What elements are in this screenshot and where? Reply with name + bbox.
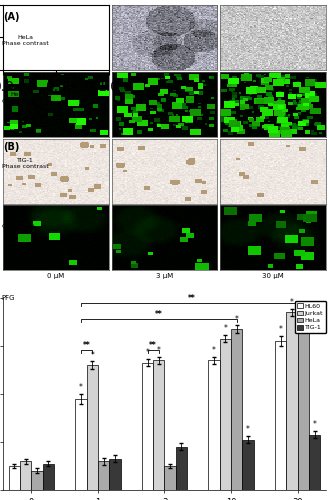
Text: TIG-1
Phase contrast: TIG-1 Phase contrast	[2, 158, 48, 168]
X-axis label: 30 μM: 30 μM	[262, 273, 284, 279]
Text: **: **	[155, 310, 163, 318]
Legend: HL60, Jurkat, HeLa, TIG-1: HL60, Jurkat, HeLa, TIG-1	[295, 301, 326, 333]
Text: *: *	[145, 348, 149, 357]
Text: *: *	[313, 420, 316, 429]
Bar	[209, 360, 220, 490]
Text: *: *	[301, 312, 305, 321]
Bar	[142, 362, 153, 490]
Bar	[164, 466, 176, 490]
Text: **: **	[149, 341, 157, 350]
Text: *: *	[157, 346, 161, 355]
Text: *: *	[223, 324, 227, 333]
Text: **: **	[188, 294, 196, 303]
Text: HeLa
Cell nuclei: HeLa Cell nuclei	[2, 92, 34, 104]
Text: (A): (A)	[3, 12, 20, 22]
Bar	[220, 338, 231, 490]
Bar	[42, 464, 54, 490]
Bar	[9, 466, 20, 490]
Bar	[298, 326, 309, 490]
Text: **: **	[83, 341, 90, 350]
Bar	[275, 341, 287, 490]
Bar	[87, 365, 98, 490]
Bar	[287, 312, 298, 490]
Bar	[109, 459, 120, 490]
Bar	[153, 360, 164, 490]
Bar	[20, 461, 31, 490]
Text: (B): (B)	[3, 142, 20, 152]
Bar	[231, 329, 242, 490]
Bar	[176, 447, 187, 490]
Bar	[309, 435, 320, 490]
Text: HeLa
Phase contrast: HeLa Phase contrast	[2, 35, 48, 46]
Text: TIG-1
Cell nuclei: TIG-1 Cell nuclei	[2, 218, 34, 228]
Bar	[75, 398, 87, 490]
Text: *: *	[79, 383, 83, 392]
Text: *: *	[279, 326, 283, 334]
Bar	[98, 461, 109, 490]
X-axis label: 3 μM: 3 μM	[156, 273, 173, 279]
Text: *: *	[246, 425, 250, 434]
X-axis label: 0 μM: 0 μM	[47, 273, 64, 279]
Bar	[242, 440, 254, 490]
Bar	[31, 471, 42, 490]
Text: *: *	[235, 314, 239, 324]
Text: *: *	[290, 298, 294, 306]
Text: PFG: PFG	[2, 295, 15, 301]
Text: *: *	[212, 346, 216, 355]
Text: *: *	[90, 350, 94, 360]
